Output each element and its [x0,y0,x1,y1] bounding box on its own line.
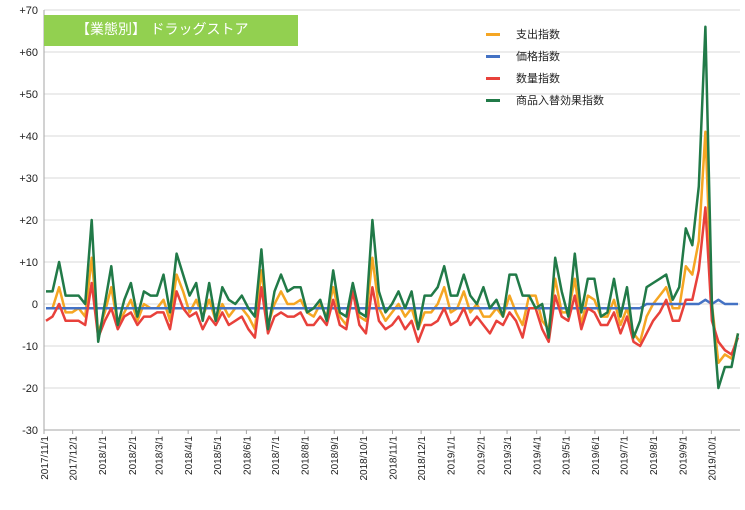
x-tick-label: 2019/7/1 [620,436,631,475]
x-tick-label: 2019/2/1 [476,436,487,475]
x-tick-label: 2019/10/1 [707,436,718,481]
x-tick-label: 2018/4/1 [184,436,195,475]
x-tick-label: 2018/12/1 [417,436,428,481]
series-line-数量指数 [45,206,740,356]
x-tick-label: 2019/1/1 [447,436,458,475]
legend-swatch [486,55,500,58]
x-tick-label: 2018/8/1 [301,436,312,475]
series-line-商品入替効果指数 [46,25,740,390]
x-tick-label: 2019/6/1 [591,436,602,475]
x-tick-label: 2018/11/1 [388,436,399,480]
legend-label: 価格指数 [516,50,560,63]
series-line-支出指数 [46,130,740,365]
x-tick-label: 2018/5/1 [213,436,224,475]
series-lines [45,25,740,390]
x-tick-label: 2018/10/1 [359,436,370,481]
legend-label: 支出指数 [516,28,560,41]
chart-title: 【業態別】 ドラッグストア [44,15,298,46]
y-tick-label: +50 [19,89,38,101]
y-tick-label: +60 [19,47,38,59]
x-tick-label: 2019/9/1 [679,436,690,475]
x-tick-labels: 2017/11/1 2017/12/1 2018/1/1 2018/2/1 2018/3… [40,436,718,481]
legend-label: 数量指数 [516,72,560,85]
y-tick-label: -20 [22,383,38,395]
y-tick-label: -30 [22,425,38,437]
grid-lines [44,9,740,431]
y-tick-labels: +70 +60 +50 +40 +30 +20 +10 0 -10 -20 -30 [19,5,38,437]
y-tick-label: +70 [19,5,38,17]
x-tick-label: 2018/6/1 [242,436,253,475]
legend-label: 商品入替効果指数 [516,94,604,107]
x-tick-label: 2017/11/1 [40,436,51,480]
x-tick-label: 2019/8/1 [649,436,660,475]
y-tick-label: +20 [19,215,38,227]
x-tick-label: 2019/4/1 [533,436,544,475]
y-tick-label: +30 [19,173,38,185]
x-tick-label: 2018/9/1 [330,436,341,475]
x-tick-label: 2018/2/1 [128,436,139,475]
x-tick-label: 2018/7/1 [271,436,282,475]
y-tick-label: 0 [32,299,38,311]
x-tick-label: 2019/3/1 [503,436,514,475]
x-tick-label: 2019/5/1 [561,436,572,475]
x-tick-label: 2017/12/1 [69,436,80,481]
legend-swatch [486,77,500,80]
legend-swatch [486,33,500,36]
y-tick-label: +10 [19,257,38,269]
x-tick-label: 2018/3/1 [155,436,166,475]
axes [43,10,740,434]
y-tick-label: +40 [19,131,38,143]
legend-swatch [486,99,500,102]
y-tick-label: -10 [22,341,38,353]
x-tick-label: 2018/1/1 [98,436,109,475]
